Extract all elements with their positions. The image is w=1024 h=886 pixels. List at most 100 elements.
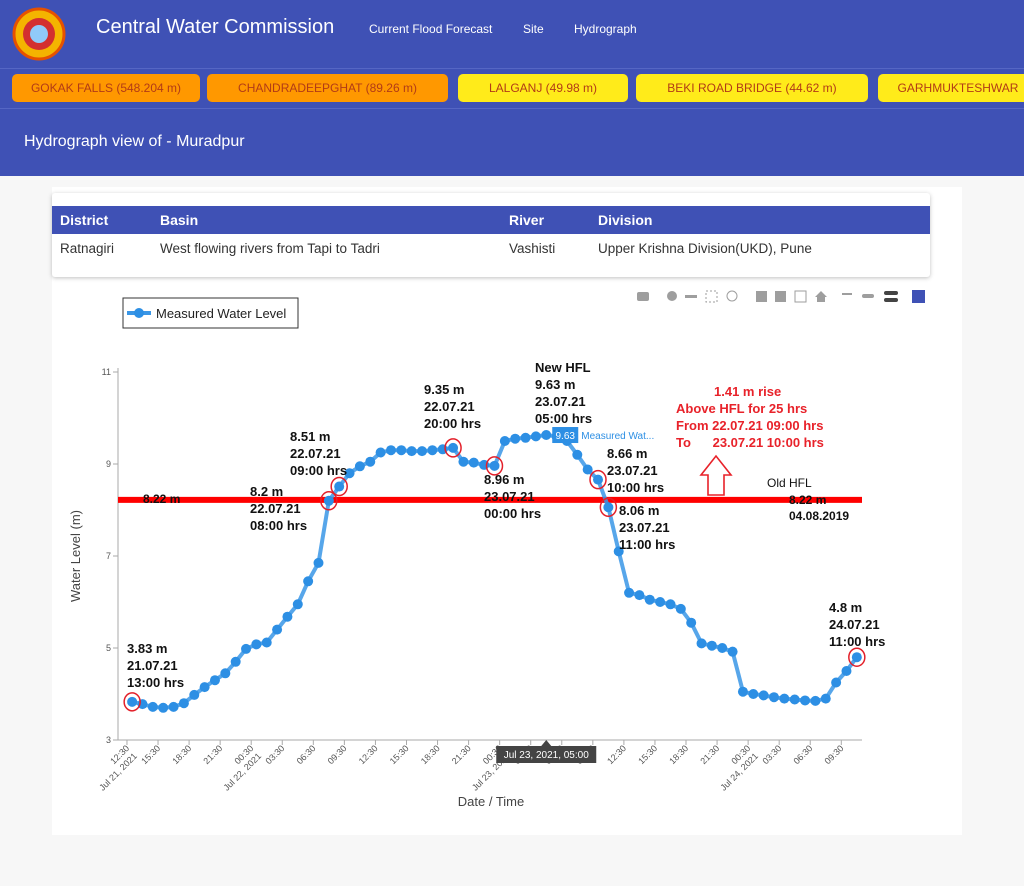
toolbar-button[interactable] [705,290,718,303]
hover-x: Jul 23, 2021, 05:00 [504,750,590,761]
annotation: 23.07.21 [484,489,535,504]
highlight-ring [599,497,618,517]
data-point [665,599,676,610]
highlight-ring [123,692,141,712]
data-point [675,603,686,614]
ticker-item[interactable]: GOKAK FALLS (548.204 m) [12,74,200,102]
data-point [313,557,324,568]
annotation: 21.07.21 [127,658,178,673]
data-point [127,696,138,707]
hover-x-box [496,746,597,763]
toolbar-button[interactable] [685,295,697,298]
y-tick-label: 9 [106,459,111,469]
annotation: 9.35 m [424,382,464,397]
annotation: 22.07.21 [290,446,341,461]
data-point [448,442,459,453]
highlight-ring [485,456,504,476]
toolbar-button[interactable] [637,292,649,301]
data-point [593,474,604,485]
hover-value: 9.63 [556,431,576,442]
data-point [603,502,614,513]
toolbar-button[interactable] [756,291,767,302]
data-point [841,666,852,676]
hover-series: Measured Wat... [581,431,654,442]
data-point [530,431,541,442]
data-point [334,481,345,492]
legend-marker [134,308,144,318]
legend-label: Measured Water Level [156,306,286,321]
table-cell: Ratnagiri [60,241,115,256]
chart-background [52,287,930,808]
annotation: 8.66 m [607,446,647,461]
data-point [800,695,811,706]
highlight-ring [589,469,607,490]
toolbar-button[interactable] [884,298,898,302]
data-point [354,461,365,472]
annotation: 20:00 hrs [424,416,481,431]
nav-link[interactable]: Current Flood Forecast [369,22,493,36]
toolbar-button[interactable] [726,290,738,302]
toolbar-button[interactable] [815,291,827,302]
data-point [468,457,479,468]
data-point [737,686,748,697]
y-axis-title: Water Level (m) [68,510,83,602]
annotation: 05:00 hrs [535,411,592,426]
rise-note: To 23.07.21 10:00 hrs [676,435,824,450]
data-point [831,677,842,688]
ticker-item[interactable]: BEKI ROAD BRIDGE (44.62 m) [636,74,868,102]
annotation: 4.8 m [829,600,862,615]
data-point [365,456,376,467]
table-header: District Basin River Division [52,206,930,234]
annotation: 8.2 m [250,484,283,499]
data-point [303,576,314,587]
hfl-label: 8.22 m [789,493,826,507]
x-axis-title: Date / Time [458,794,524,809]
annotation: 23.07.21 [535,394,586,409]
highlight-ring [444,438,462,458]
column-header: District [60,212,109,228]
ticker-item[interactable]: CHANDRADEEPGHAT (89.26 m) [207,74,448,102]
annotation: 00:00 hrs [484,506,541,521]
column-header: Basin [160,212,199,228]
y-tick-label: 11 [102,367,111,377]
data-point [199,682,210,693]
hfl-name: Old HFL [767,476,812,490]
y-tick-label: 7 [106,551,111,561]
data-point [613,546,624,557]
brand-title[interactable]: Central Water Commission [96,16,335,38]
toolbar-button[interactable] [862,294,874,298]
hfl-date: 04.08.2019 [789,509,849,523]
annotation: 08:00 hrs [250,518,307,533]
rise-note: Above HFL for 25 hrs [676,401,807,416]
annotation: New HFL [535,360,591,375]
data-point [820,693,831,704]
title-bar: Hydrograph view of - Muradpur [0,108,1024,176]
data-point [406,446,417,457]
highlight-ring [848,647,866,667]
ticker-item[interactable]: LALGANJ (49.98 m) [458,74,628,102]
nav-link[interactable]: Hydrograph [574,22,637,36]
rise-note: From 22.07.21 09:00 hrs [676,418,823,433]
annotation: 22.07.21 [424,399,475,414]
toolbar-button[interactable] [775,291,786,302]
annotation: 09:00 hrs [290,463,347,478]
toolbar-button[interactable] [842,293,852,295]
toolbar-button[interactable] [912,290,925,303]
station-table: District Basin River Division Ratnagiri … [52,193,930,277]
data-point [147,701,158,712]
annotation: 3.83 m [127,641,167,656]
data-point [582,464,593,475]
data-point [282,611,293,622]
toolbar-button[interactable] [794,290,807,303]
data-point [220,668,231,679]
nav-link[interactable]: Site [523,22,544,36]
ticker-item[interactable]: GARHMUKTESHWAR [878,74,1024,102]
toolbar-button[interactable] [667,291,677,301]
data-point [189,689,200,700]
toolbar-button[interactable] [884,291,898,295]
data-point [686,617,697,628]
data-point [272,624,283,635]
column-header: Division [598,212,653,228]
data-point [396,445,407,456]
data-point [789,694,800,705]
